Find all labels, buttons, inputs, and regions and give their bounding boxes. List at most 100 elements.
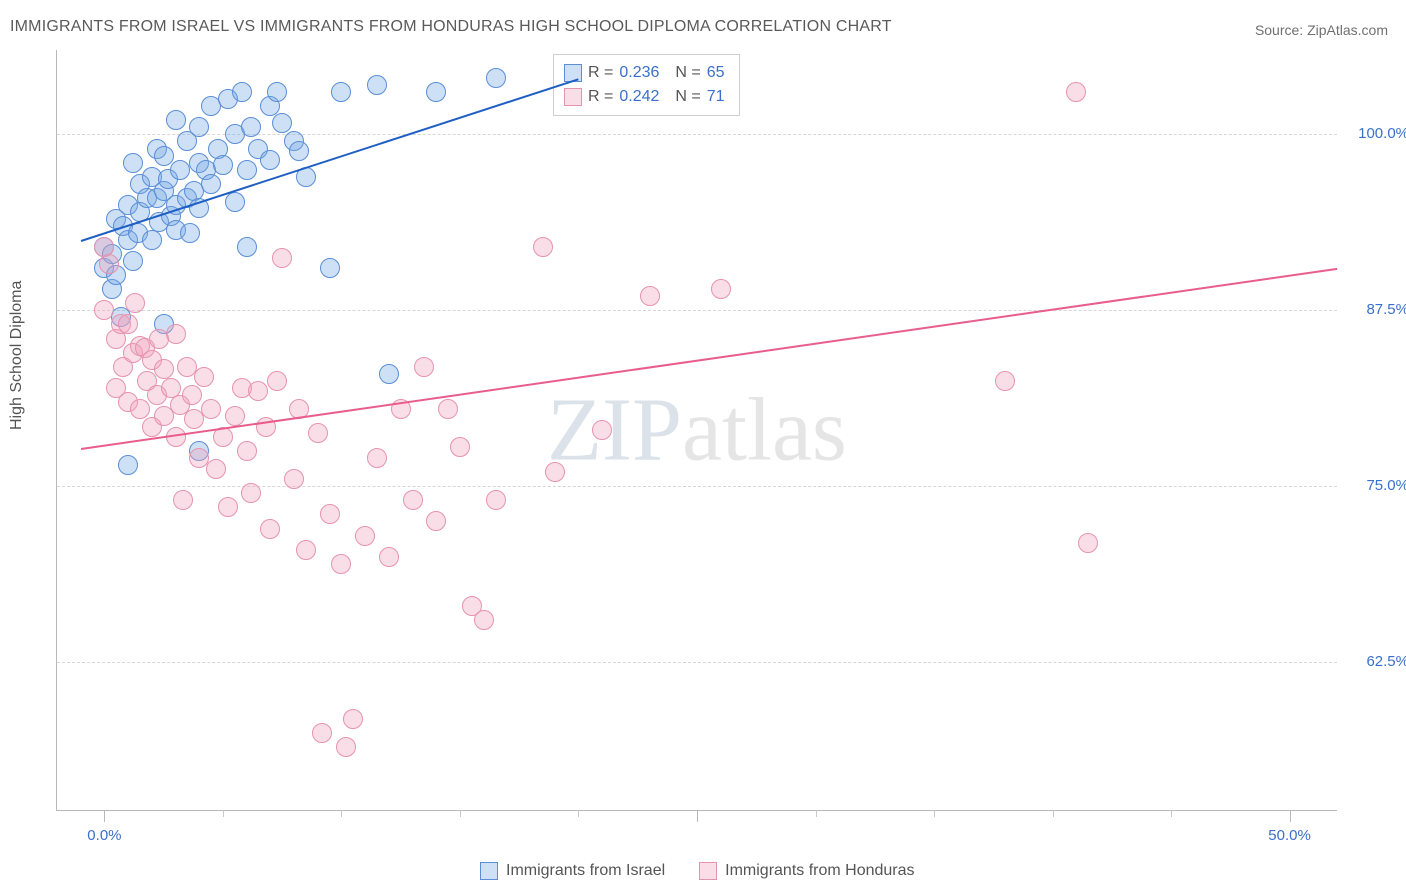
x-tick-minor (578, 810, 579, 817)
scatter-point (312, 723, 332, 743)
x-tick-minor (1171, 810, 1172, 817)
scatter-point (182, 385, 202, 405)
scatter-point (241, 483, 261, 503)
scatter-point (248, 381, 268, 401)
scatter-point (367, 448, 387, 468)
legend-label: Immigrants from Honduras (725, 862, 914, 880)
legend-item: Immigrants from Honduras (699, 862, 914, 880)
scatter-point (592, 420, 612, 440)
scatter-point (237, 237, 257, 257)
scatter-point (486, 490, 506, 510)
scatter-point (170, 160, 190, 180)
scatter-point (237, 441, 257, 461)
scatter-point (125, 293, 145, 313)
scatter-point (343, 709, 363, 729)
scatter-point (272, 248, 292, 268)
scatter-point (189, 117, 209, 137)
scatter-point (241, 117, 261, 137)
scatter-point (225, 192, 245, 212)
scatter-point (414, 357, 434, 377)
scatter-point (260, 519, 280, 539)
scatter-point (450, 437, 470, 457)
scatter-point (486, 68, 506, 88)
scatter-point (533, 237, 553, 257)
r-label: R = (588, 85, 613, 109)
x-tick-minor (341, 810, 342, 817)
r-value: 0.236 (619, 61, 659, 85)
chart-title: IMMIGRANTS FROM ISRAEL VS IMMIGRANTS FRO… (10, 18, 892, 36)
watermark-light: atlas (682, 381, 847, 480)
gridline-horizontal (57, 310, 1337, 311)
scatter-point (206, 459, 226, 479)
scatter-point (260, 150, 280, 170)
scatter-point (320, 258, 340, 278)
x-tick-minor (816, 810, 817, 817)
x-tick-major (697, 810, 698, 822)
scatter-point (237, 160, 257, 180)
n-value: 65 (707, 61, 725, 85)
correlation-legend: R = 0.236 N = 65 R = 0.242 N = 71 (553, 54, 740, 116)
source-label: Source: ZipAtlas.com (1255, 22, 1388, 38)
y-tick-label: 100.0% (1349, 125, 1406, 142)
scatter-point (232, 82, 252, 102)
x-tick-label: 50.0% (1268, 827, 1311, 844)
scatter-point (180, 223, 200, 243)
x-tick-major (1290, 810, 1291, 822)
scatter-point (118, 314, 138, 334)
y-tick-label: 87.5% (1349, 301, 1406, 318)
y-axis-label: High School Diploma (8, 281, 26, 430)
scatter-point (379, 547, 399, 567)
scatter-point (995, 371, 1015, 391)
gridline-horizontal (57, 662, 1337, 663)
r-value: 0.242 (619, 85, 659, 109)
n-label: N = (675, 85, 700, 109)
scatter-point (331, 82, 351, 102)
scatter-point (267, 371, 287, 391)
correlation-row: R = 0.236 N = 65 (564, 61, 725, 85)
x-tick-minor (223, 810, 224, 817)
legend-item: Immigrants from Israel (480, 862, 665, 880)
scatter-point (173, 490, 193, 510)
legend-swatch (564, 88, 582, 106)
legend-swatch (480, 862, 498, 880)
scatter-point (118, 455, 138, 475)
watermark-bold: ZIP (547, 381, 682, 480)
scatter-point (94, 300, 114, 320)
legend-swatch (699, 862, 717, 880)
plot-area: ZIPatlas R = 0.236 N = 65 R = 0.242 N = … (56, 50, 1337, 811)
scatter-point (640, 286, 660, 306)
scatter-point (213, 155, 233, 175)
scatter-point (272, 113, 292, 133)
r-label: R = (588, 61, 613, 85)
n-label: N = (675, 61, 700, 85)
legend-label: Immigrants from Israel (506, 862, 665, 880)
scatter-point (1066, 82, 1086, 102)
scatter-point (379, 364, 399, 384)
scatter-point (711, 279, 731, 299)
scatter-point (367, 75, 387, 95)
scatter-point (201, 399, 221, 419)
scatter-point (545, 462, 565, 482)
scatter-point (284, 469, 304, 489)
x-tick-label: 0.0% (87, 827, 121, 844)
scatter-point (154, 146, 174, 166)
y-tick-label: 62.5% (1349, 653, 1406, 670)
scatter-point (194, 367, 214, 387)
x-tick-minor (460, 810, 461, 817)
scatter-point (225, 406, 245, 426)
scatter-point (154, 359, 174, 379)
scatter-point (166, 324, 186, 344)
scatter-point (99, 254, 119, 274)
scatter-point (1078, 533, 1098, 553)
n-value: 71 (707, 85, 725, 109)
scatter-point (331, 554, 351, 574)
x-tick-major (104, 810, 105, 822)
scatter-point (308, 423, 328, 443)
x-tick-minor (1053, 810, 1054, 817)
scatter-point (201, 174, 221, 194)
scatter-point (267, 82, 287, 102)
scatter-point (426, 511, 446, 531)
scatter-point (403, 490, 423, 510)
scatter-point (130, 399, 150, 419)
scatter-point (218, 497, 238, 517)
